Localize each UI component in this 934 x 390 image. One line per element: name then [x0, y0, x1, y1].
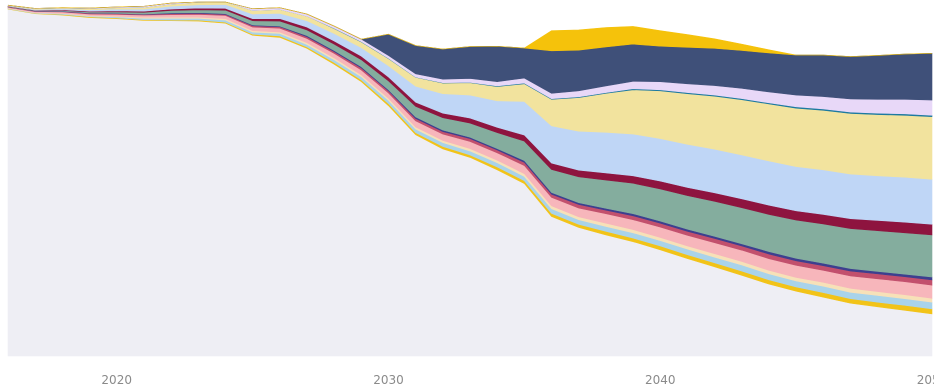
x-tick-label-2040: 2040 [645, 373, 676, 387]
area-series-group [7, 1, 933, 357]
x-tick-label-2020: 2020 [101, 373, 132, 387]
x-tick-label-2030: 2030 [373, 373, 404, 387]
area-series-15 [7, 1, 933, 57]
x-axis-ticks: 2020 2030 2040 2050 [101, 373, 934, 387]
x-tick-label-2050: 2050 [917, 373, 934, 387]
